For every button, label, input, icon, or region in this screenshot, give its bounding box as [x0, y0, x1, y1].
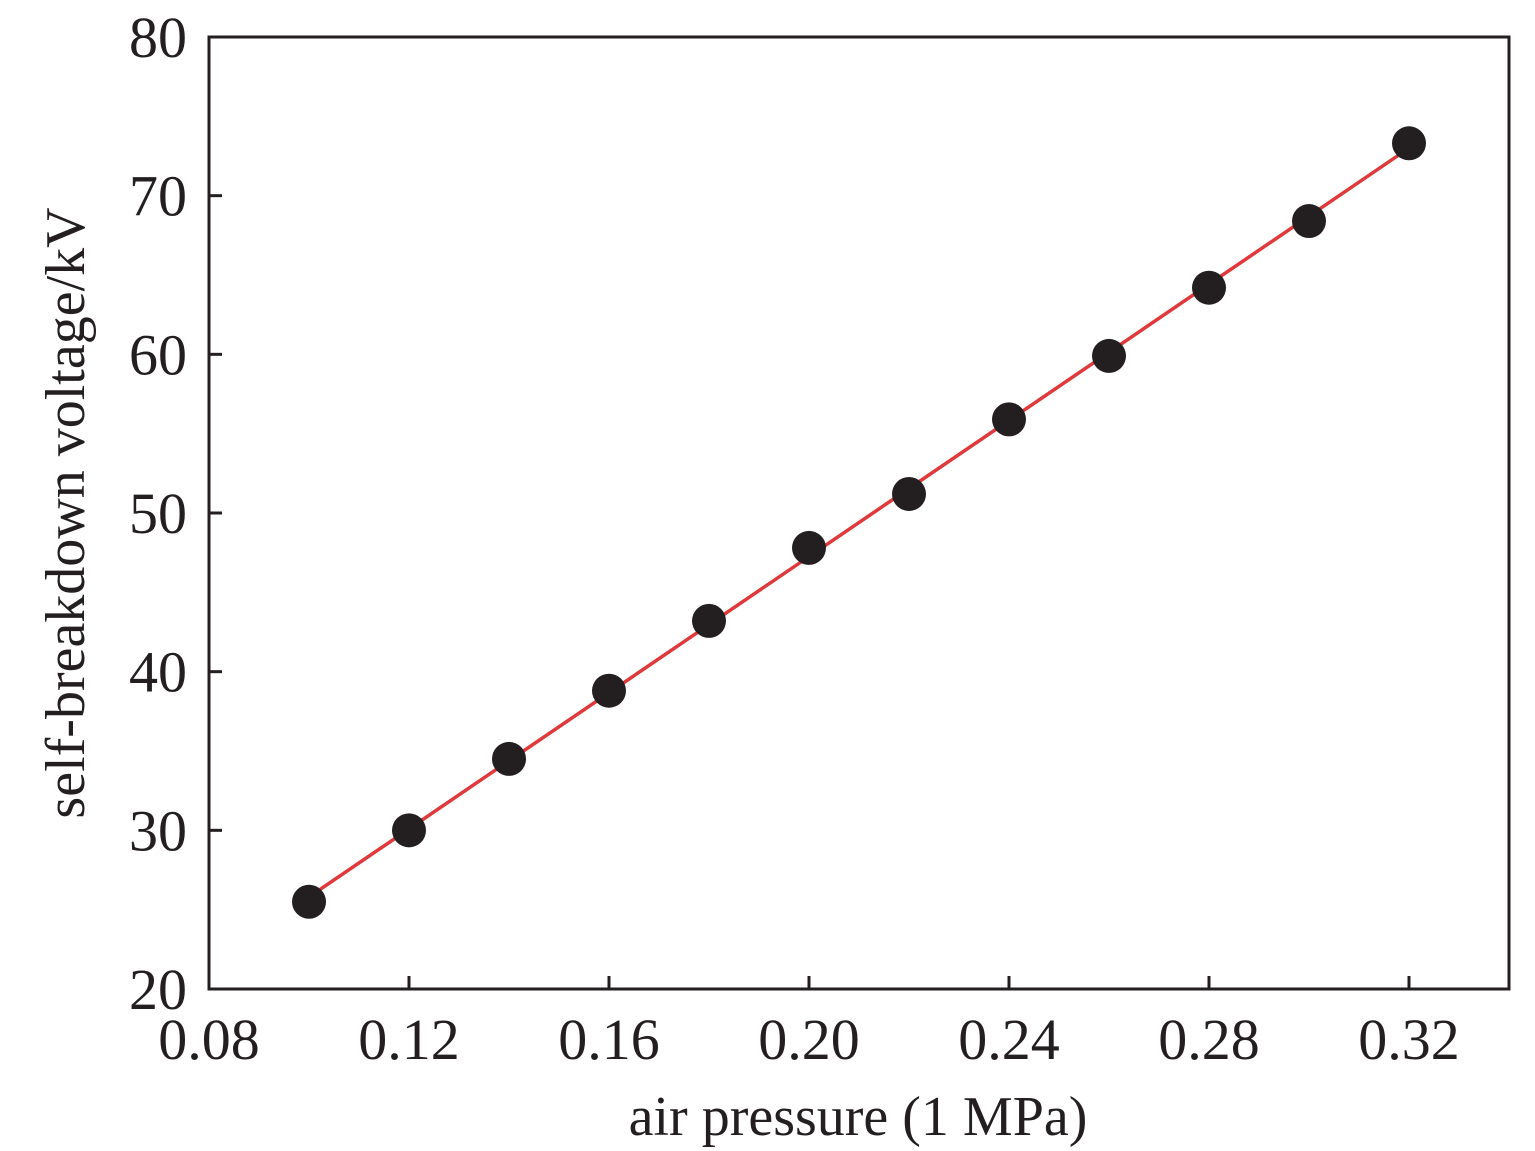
y-tick-label: 30 — [129, 798, 187, 863]
fit-line — [308, 146, 1410, 899]
x-tick-label: 0.08 — [158, 1007, 260, 1072]
fit-line-layer — [308, 146, 1410, 899]
x-axis-title: air pressure (1 MPa) — [629, 1086, 1088, 1148]
data-point — [992, 402, 1026, 437]
x-tick-label: 0.20 — [758, 1007, 860, 1072]
data-point — [892, 476, 926, 511]
y-axis-title: self-breakdown voltage/kV — [35, 207, 97, 818]
y-tick-label: 60 — [129, 322, 187, 387]
data-point — [1192, 270, 1226, 305]
y-tick-label: 80 — [129, 5, 187, 70]
x-tick-label: 0.12 — [358, 1007, 460, 1072]
data-point — [1392, 126, 1426, 161]
x-tick-label: 0.24 — [958, 1007, 1060, 1072]
data-point — [692, 603, 726, 638]
y-tick-label: 40 — [129, 640, 187, 705]
data-point — [492, 741, 526, 776]
data-point — [592, 673, 626, 708]
y-tick-label: 50 — [129, 481, 187, 546]
y-tick-label: 20 — [129, 957, 187, 1022]
x-tick-label: 0.28 — [1158, 1007, 1260, 1072]
data-point — [292, 884, 326, 919]
x-tick-label: 0.32 — [1358, 1007, 1460, 1072]
axis-ticks: 0.08 0.12 0.16 0.20 0.24 0.28 0.32 20 30 40 50 60 70… — [129, 5, 1460, 1072]
data-point — [1092, 338, 1126, 373]
data-point — [392, 813, 426, 848]
data-points-layer — [292, 126, 1426, 919]
data-point — [1292, 204, 1326, 239]
data-point — [792, 530, 826, 565]
x-tick-label: 0.16 — [558, 1007, 660, 1072]
y-tick-label: 70 — [129, 164, 187, 229]
